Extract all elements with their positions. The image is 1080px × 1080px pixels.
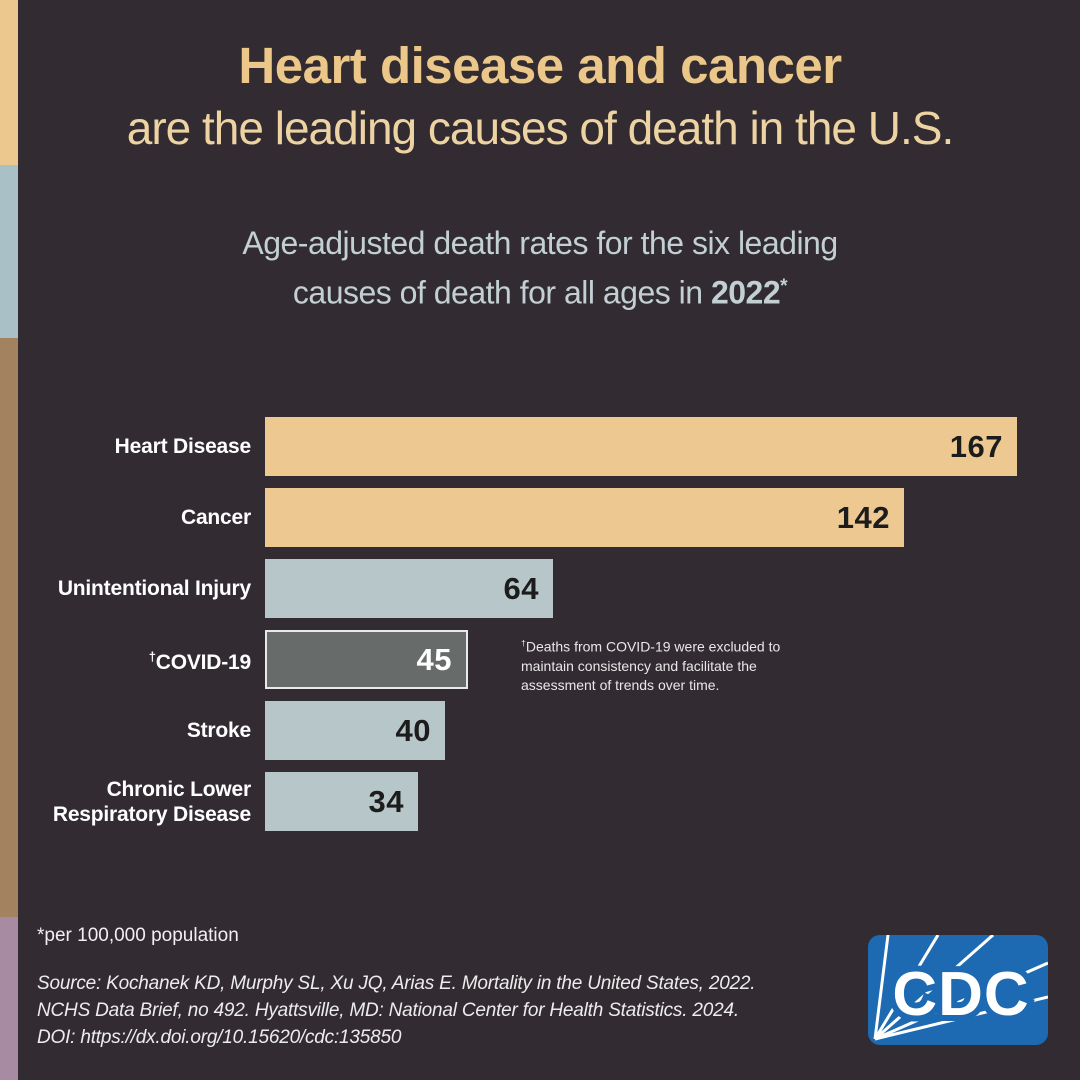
bar: 64 [265, 559, 553, 618]
bar-row: Heart Disease 167 [0, 417, 1080, 476]
bar-label: Unintentional Injury [57, 577, 251, 600]
footnote-line1: Deaths from COVID-19 were excluded to [525, 638, 781, 655]
edge-stripe [0, 0, 18, 1080]
bar: 40 [265, 701, 445, 760]
bar-value: 142 [836, 499, 890, 535]
subtitle-asterisk: * [780, 276, 788, 297]
cdc-logo-letters-halo: CDC [892, 960, 1029, 1029]
chart-subtitle: Age-adjusted death rates for the six lea… [0, 221, 1080, 315]
bar: 167 [265, 417, 1017, 476]
source-citation: Source: Kochanek KD, Murphy SL, Xu JQ, A… [37, 970, 756, 1051]
footnote-line2: maintain consistency and facilitate the [521, 657, 757, 674]
bar-label: Cancer [180, 506, 251, 529]
per-population-note: *per 100,000 population [37, 925, 239, 946]
bar-value: 64 [503, 570, 539, 606]
bar-row: †COVID-19 45 [0, 630, 1080, 689]
bar-label: Stroke [186, 719, 251, 742]
bar-value: 167 [949, 428, 1003, 464]
bar-label: Heart Disease [114, 435, 252, 458]
stripe-segment-blue [0, 165, 18, 338]
subtitle-line2: causes of death for all ages in [292, 274, 711, 311]
bar-value: 34 [368, 783, 404, 819]
subtitle-year: 2022 [710, 274, 781, 311]
bar-label: Chronic Lower Respiratory Disease [52, 777, 251, 826]
stripe-segment-mauve [0, 917, 18, 1080]
footnote-line3: assessment of trends over time. [521, 676, 720, 693]
bar: 142 [265, 488, 904, 547]
stripe-segment-brown [0, 338, 18, 917]
subtitle-line1: Age-adjusted death rates for the six lea… [242, 225, 838, 261]
footnote-dagger-icon: † [521, 638, 526, 648]
cdc-logo-rays [873, 935, 1048, 1041]
page-title-line2: are the leading causes of death in the U… [126, 102, 954, 154]
bar: 34 [265, 772, 418, 831]
source-line3: DOI: https://dx.doi.org/10.15620/cdc:135… [37, 1027, 402, 1048]
source-line1: Source: Kochanek KD, Murphy SL, Xu JQ, A… [37, 973, 756, 994]
cdc-logo-background [868, 935, 1048, 1045]
page-title-line1: Heart disease and cancer [238, 37, 842, 94]
stripe-segment-tan [0, 0, 18, 165]
bar-row: Cancer 142 [0, 488, 1080, 547]
bar-row: Unintentional Injury 64 [0, 559, 1080, 618]
source-line2: NCHS Data Brief, no 492. Hyattsville, MD… [37, 1000, 739, 1021]
covid-footnote: †Deaths from COVID-19 were excluded to m… [521, 634, 791, 695]
bar-label: †COVID-19 [148, 649, 252, 674]
cdc-logo-letters: CDC [892, 960, 1029, 1029]
bar-value: 40 [395, 712, 431, 748]
bar-row: Chronic Lower Respiratory Disease 34 [0, 772, 1080, 831]
bar-chart: †Deaths from COVID-19 were excluded to m… [0, 417, 1080, 843]
bar: 45 [265, 630, 468, 689]
bar-row: Stroke 40 [0, 701, 1080, 760]
bar-value: 45 [416, 641, 452, 677]
cdc-logo: CDC CDC [868, 935, 1048, 1045]
